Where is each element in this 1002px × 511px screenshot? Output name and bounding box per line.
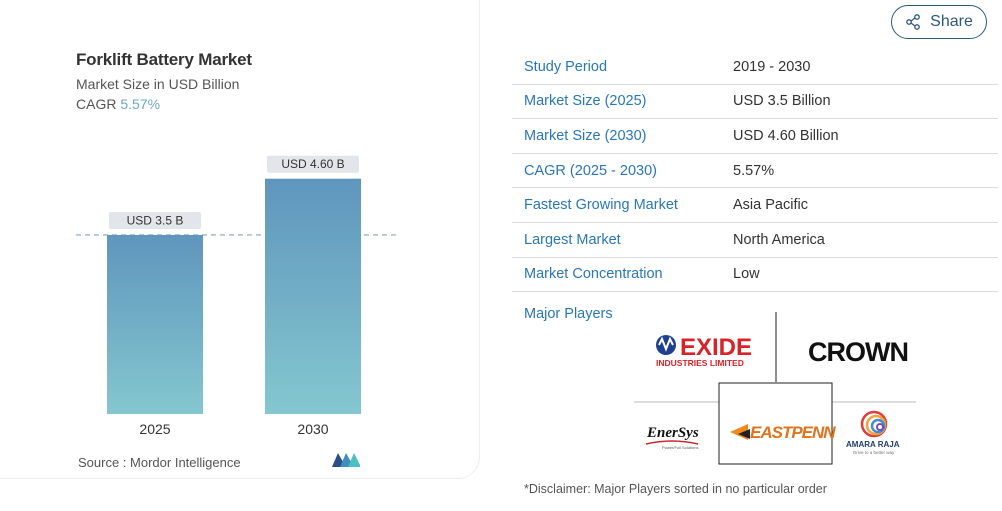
info-row-fastest-growing: Fastest Growing Market Asia Pacific (512, 188, 998, 223)
cagr-label: CAGR (76, 96, 117, 112)
bar-2030[interactable] (265, 178, 361, 414)
exide-sub-text: INDUSTRIES LIMITED (656, 358, 744, 368)
exide-main-text: EXIDE (680, 334, 752, 361)
info-value: 5.57% (733, 162, 775, 179)
eastpenn-logo[interactable]: EASTPENN (730, 423, 837, 442)
enersys-logo[interactable]: EnerSys Power/Full Solutions (645, 425, 699, 450)
data-label: USD 3.5 B (127, 213, 184, 227)
enersys-tagline: Power/Full Solutions (662, 445, 698, 450)
info-label[interactable]: Study Period (524, 58, 608, 75)
exide-logo[interactable]: EXIDE INDUSTRIES LIMITED (656, 334, 752, 368)
eastpenn-text: EASTPENN (750, 423, 836, 442)
share-icon (906, 14, 920, 30)
source-line: Source : Mordor Intelligence (78, 455, 241, 470)
info-row-cagr: CAGR (2025 - 2030) 5.57% (512, 154, 998, 189)
chart-cagr: CAGR 5.57% (76, 96, 160, 112)
info-value: Asia Pacific (733, 197, 808, 214)
x-tick-label: 2025 (139, 421, 170, 437)
crown-logo[interactable]: CROWN (808, 337, 909, 367)
info-row-largest-market: Largest Market North America (512, 223, 998, 258)
info-row-market-size-2030: Market Size (2030) USD 4.60 Billion (512, 119, 998, 154)
info-label[interactable]: CAGR (2025 - 2030) (524, 162, 657, 179)
info-row-study-period: Study Period 2019 - 2030 (512, 50, 998, 85)
info-row-market-size-2025: Market Size (2025) USD 3.5 Billion (512, 85, 998, 120)
bar-chart: USD 3.5 B 2025 USD 4.60 B 2030 (76, 155, 396, 437)
amararaja-text: AMARA RAJA (846, 440, 900, 449)
info-label[interactable]: Largest Market (524, 231, 621, 248)
chart-title: Forklift Battery Market (76, 50, 252, 69)
bar-2025[interactable] (107, 234, 203, 414)
info-value: Low (733, 266, 760, 283)
major-players-label[interactable]: Major Players (524, 306, 613, 322)
enersys-text: EnerSys (646, 425, 699, 441)
x-tick-label: 2030 (297, 421, 328, 437)
info-value: North America (733, 231, 825, 248)
data-label-bg (267, 155, 359, 173)
info-value: USD 4.60 Billion (733, 127, 839, 144)
info-label[interactable]: Fastest Growing Market (524, 197, 678, 214)
source-label: Source : (78, 455, 127, 470)
amararaja-tagline: Drive to a better way (853, 450, 895, 455)
data-label: USD 4.60 B (281, 157, 344, 171)
info-label[interactable]: Market Size (2030) (524, 127, 647, 144)
mordor-logo-icon (332, 453, 360, 467)
data-label-bg (109, 211, 201, 229)
cagr-value: 5.57% (120, 96, 161, 112)
info-row-concentration: Market Concentration Low (512, 258, 998, 293)
share-label: Share (930, 13, 973, 30)
info-label[interactable]: Market Concentration (524, 266, 663, 283)
info-label[interactable]: Market Size (2025) (524, 93, 647, 110)
crown-text: CROWN (808, 337, 908, 367)
market-info-table: Study Period 2019 - 2030 Market Size (20… (512, 50, 998, 293)
share-button[interactable]: Share (891, 5, 987, 39)
info-value: USD 3.5 Billion (733, 93, 831, 110)
disclaimer: *Disclaimer: Major Players sorted in no … (524, 482, 827, 496)
logo-highlight-box (718, 382, 833, 465)
source-name: Mordor Intelligence (130, 455, 241, 470)
amararaja-logo[interactable]: AMARA RAJA Drive to a better way (846, 410, 900, 455)
chart-subtitle: Market Size in USD Billion (76, 76, 240, 92)
chart-card (0, 0, 480, 479)
info-value: 2019 - 2030 (733, 58, 811, 75)
